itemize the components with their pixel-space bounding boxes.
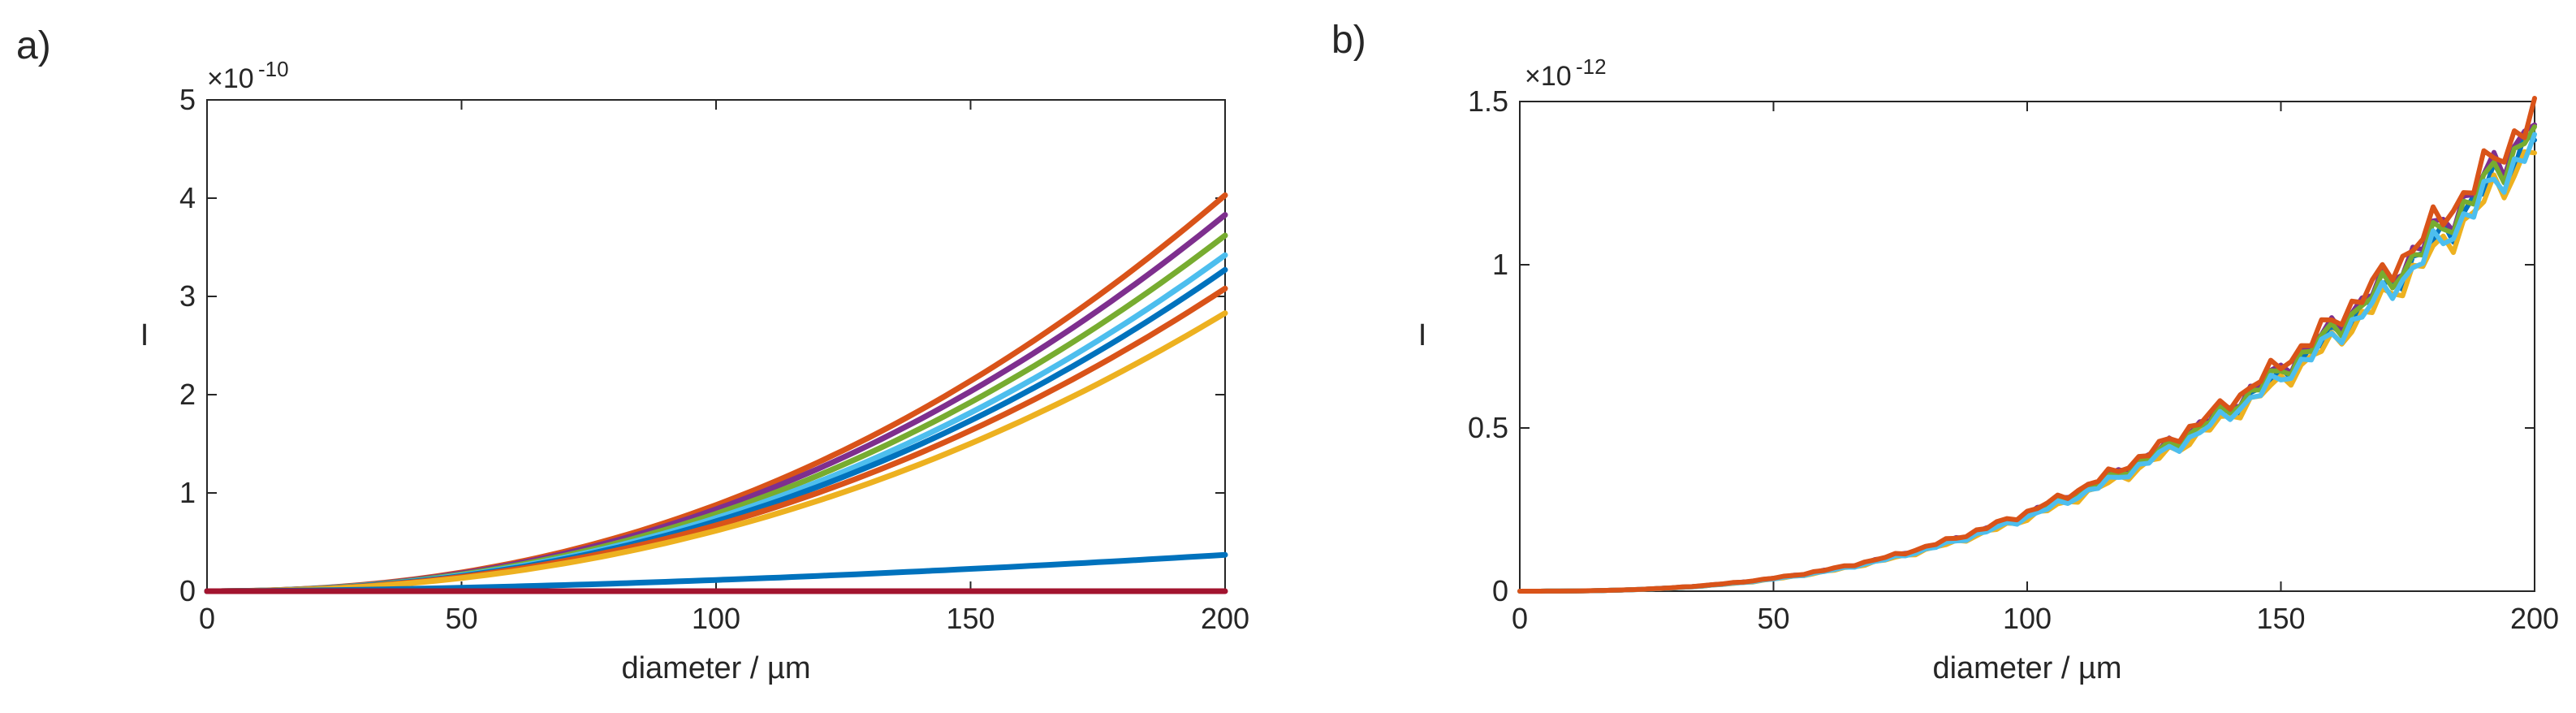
panel-b-xtick-label: 50: [1757, 602, 1789, 635]
panel-a-label: a): [16, 24, 51, 67]
panel-a-ticks: 0 50 100 150 200 0 1 2 3 4 5: [179, 83, 1249, 635]
panel-a-xtick-label: 0: [199, 602, 215, 635]
panel-b-series: [1517, 96, 2537, 594]
panel-a: a) ×10 -10 0 50 100 150 200 0 1 2 3 4 5 diameter /…: [16, 24, 1249, 685]
panel-b-ytick-label: 0: [1492, 574, 1508, 607]
panel-b-label: b): [1331, 19, 1366, 62]
panel-b-xtick-label: 200: [2510, 602, 2559, 635]
panel-a-xlabel: diameter / µm: [621, 651, 810, 685]
panel-b-xtick-label: 100: [2003, 602, 2052, 635]
panel-a-exponent-base: ×10: [207, 63, 254, 94]
panel-a-ytick-label: 1: [179, 476, 196, 509]
panel-a-ylabel: I: [140, 318, 149, 352]
panel-a-xtick-label: 200: [1201, 602, 1249, 635]
panel-a-ytick-label: 3: [179, 279, 196, 313]
panel-a-xtick-label: 150: [946, 602, 995, 635]
panel-b-ticks: 0 50 100 150 200 0 0.5 1 1.5: [1468, 84, 2559, 635]
panel-b-series-line-6: [1517, 96, 2537, 594]
panel-b-xlabel: diameter / µm: [1932, 651, 2121, 685]
panel-b-exponent-base: ×10: [1525, 61, 1572, 92]
panel-a-ytick-label: 0: [179, 574, 196, 607]
panel-b-xtick-label: 0: [1512, 602, 1528, 635]
panel-b-exponent-power: -12: [1576, 54, 1607, 79]
panel-a-ytick-label: 5: [179, 83, 196, 116]
panel-b-ylabel: I: [1418, 318, 1427, 352]
panel-a-xtick-label: 50: [445, 602, 477, 635]
panel-a-ytick-label: 4: [179, 181, 196, 214]
panel-a-series-line-7: [204, 310, 1228, 594]
panel-a-exponent-power: -10: [258, 57, 289, 81]
panel-b-ytick-label: 1.5: [1468, 84, 1508, 118]
panel-b: b) ×10 -12 0 50 100 150 200 0 0.5 1 1.5 diameter…: [1331, 19, 2559, 685]
panel-a-series: [204, 192, 1228, 594]
panel-b-ytick-label: 1: [1492, 248, 1508, 281]
panel-b-ytick-label: 0.5: [1468, 411, 1508, 444]
panel-a-ytick-label: 2: [179, 378, 196, 411]
panel-a-xtick-label: 100: [692, 602, 740, 635]
panel-b-xtick-label: 150: [2256, 602, 2305, 635]
